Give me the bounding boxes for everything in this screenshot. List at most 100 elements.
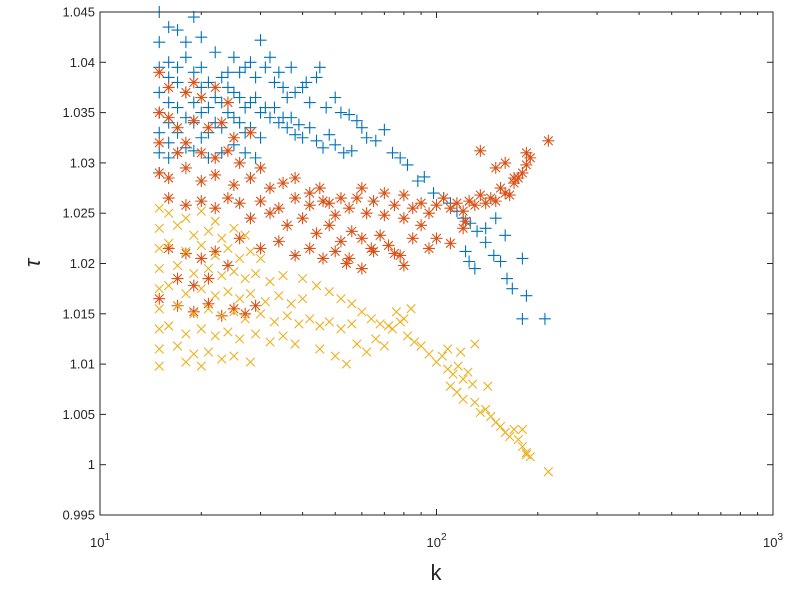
series-1-point bbox=[179, 51, 192, 64]
series-1-point bbox=[459, 245, 472, 258]
series-3-point bbox=[347, 299, 357, 309]
series-2-point bbox=[303, 242, 316, 255]
series-3-point bbox=[486, 411, 496, 422]
series-3-point bbox=[240, 273, 250, 284]
series-3-point bbox=[203, 226, 214, 237]
series-3-point bbox=[189, 349, 199, 359]
series-1-point bbox=[215, 71, 228, 84]
series-1-point bbox=[329, 138, 342, 151]
series-1-point bbox=[345, 144, 358, 157]
series-3-point bbox=[521, 449, 532, 460]
series-2-point bbox=[277, 177, 290, 190]
series-3-point bbox=[223, 327, 233, 337]
y-tick-label: 1.035 bbox=[62, 105, 95, 120]
series-2-point bbox=[516, 166, 529, 179]
series-3-point bbox=[437, 351, 447, 361]
series-2-point bbox=[296, 212, 309, 225]
series-1-point bbox=[187, 66, 200, 79]
series-1-point bbox=[310, 134, 323, 147]
y-tick-label: 1.04 bbox=[70, 55, 95, 70]
series-2-point bbox=[233, 156, 246, 169]
series-3-point bbox=[229, 266, 239, 277]
series-2-point bbox=[489, 161, 502, 174]
series-1-point bbox=[233, 91, 246, 104]
series-3-point bbox=[163, 238, 174, 249]
series-1-point bbox=[162, 151, 175, 164]
series-1-point bbox=[463, 255, 476, 268]
series-3-point bbox=[210, 250, 220, 261]
series-2-point bbox=[313, 182, 326, 195]
series-1-point bbox=[468, 262, 481, 275]
series-1-point bbox=[239, 146, 252, 159]
series-1-point bbox=[268, 101, 281, 114]
series-1-point bbox=[195, 61, 208, 74]
series-2-point bbox=[484, 192, 497, 205]
series-2-point bbox=[323, 219, 336, 232]
series-3-point bbox=[154, 203, 164, 213]
series-1-point bbox=[171, 61, 184, 74]
series-1-point bbox=[233, 66, 246, 79]
series-3-point bbox=[181, 288, 191, 299]
series-1-point bbox=[239, 61, 252, 74]
series-3-point bbox=[172, 220, 183, 230]
series-2-point bbox=[153, 106, 166, 119]
series-3-point bbox=[181, 246, 191, 257]
series-2-point bbox=[542, 134, 555, 147]
series-2-point bbox=[195, 146, 208, 159]
series-2-point bbox=[430, 199, 443, 212]
series-1-point bbox=[317, 141, 330, 154]
series-3-point bbox=[260, 297, 271, 307]
series-3-point bbox=[229, 223, 239, 233]
series-2-point bbox=[437, 192, 450, 205]
series-2-point bbox=[227, 302, 240, 315]
series-3-point bbox=[217, 270, 227, 281]
series-1-point bbox=[394, 151, 407, 164]
series-2-point bbox=[463, 195, 476, 208]
series-3-point bbox=[234, 294, 245, 304]
series-3-point bbox=[181, 329, 191, 339]
series-1-point bbox=[494, 255, 507, 268]
series-2-point bbox=[423, 207, 436, 220]
series-3-point bbox=[324, 317, 334, 327]
series-2-point bbox=[423, 242, 436, 255]
series-2-point bbox=[221, 192, 234, 205]
series-3-point bbox=[245, 357, 256, 367]
series-3-point bbox=[297, 294, 308, 304]
series-1-point bbox=[268, 76, 281, 89]
series-2-point bbox=[303, 199, 316, 212]
series-2-point bbox=[397, 212, 410, 225]
series-2-point bbox=[195, 91, 208, 104]
series-2-point bbox=[355, 182, 368, 195]
series-2-point bbox=[209, 245, 222, 258]
series-2-point bbox=[254, 161, 267, 174]
series-3-point bbox=[250, 268, 261, 279]
series-2-point bbox=[153, 136, 166, 149]
series-1-point bbox=[187, 11, 200, 24]
series-3-point bbox=[315, 344, 325, 354]
series-3-point bbox=[424, 349, 434, 359]
series-3-point bbox=[458, 394, 468, 405]
series-3-point bbox=[480, 404, 491, 415]
series-2-point bbox=[474, 144, 487, 157]
series-3-point bbox=[305, 314, 315, 324]
series-1-point bbox=[209, 91, 222, 104]
series-3-point bbox=[265, 276, 275, 287]
series-3-point bbox=[452, 387, 462, 397]
series-1-point bbox=[303, 121, 316, 134]
series-2-point bbox=[239, 307, 252, 320]
series-3-point bbox=[223, 243, 233, 254]
series-3-point bbox=[203, 263, 214, 274]
series-1-point bbox=[386, 146, 399, 159]
series-1-point bbox=[202, 76, 215, 89]
series-2-point bbox=[343, 252, 356, 265]
y-tick-label: 1 bbox=[88, 457, 95, 472]
series-2-point bbox=[499, 156, 512, 169]
y-tick-label: 1.015 bbox=[62, 306, 95, 321]
series-1-point bbox=[506, 282, 519, 295]
series-3-point bbox=[234, 334, 245, 344]
series-3-point bbox=[278, 331, 288, 341]
series-2-point bbox=[524, 151, 537, 164]
x-axis-ticks: 101 102 103 bbox=[90, 12, 783, 550]
series-2-point bbox=[195, 195, 208, 208]
